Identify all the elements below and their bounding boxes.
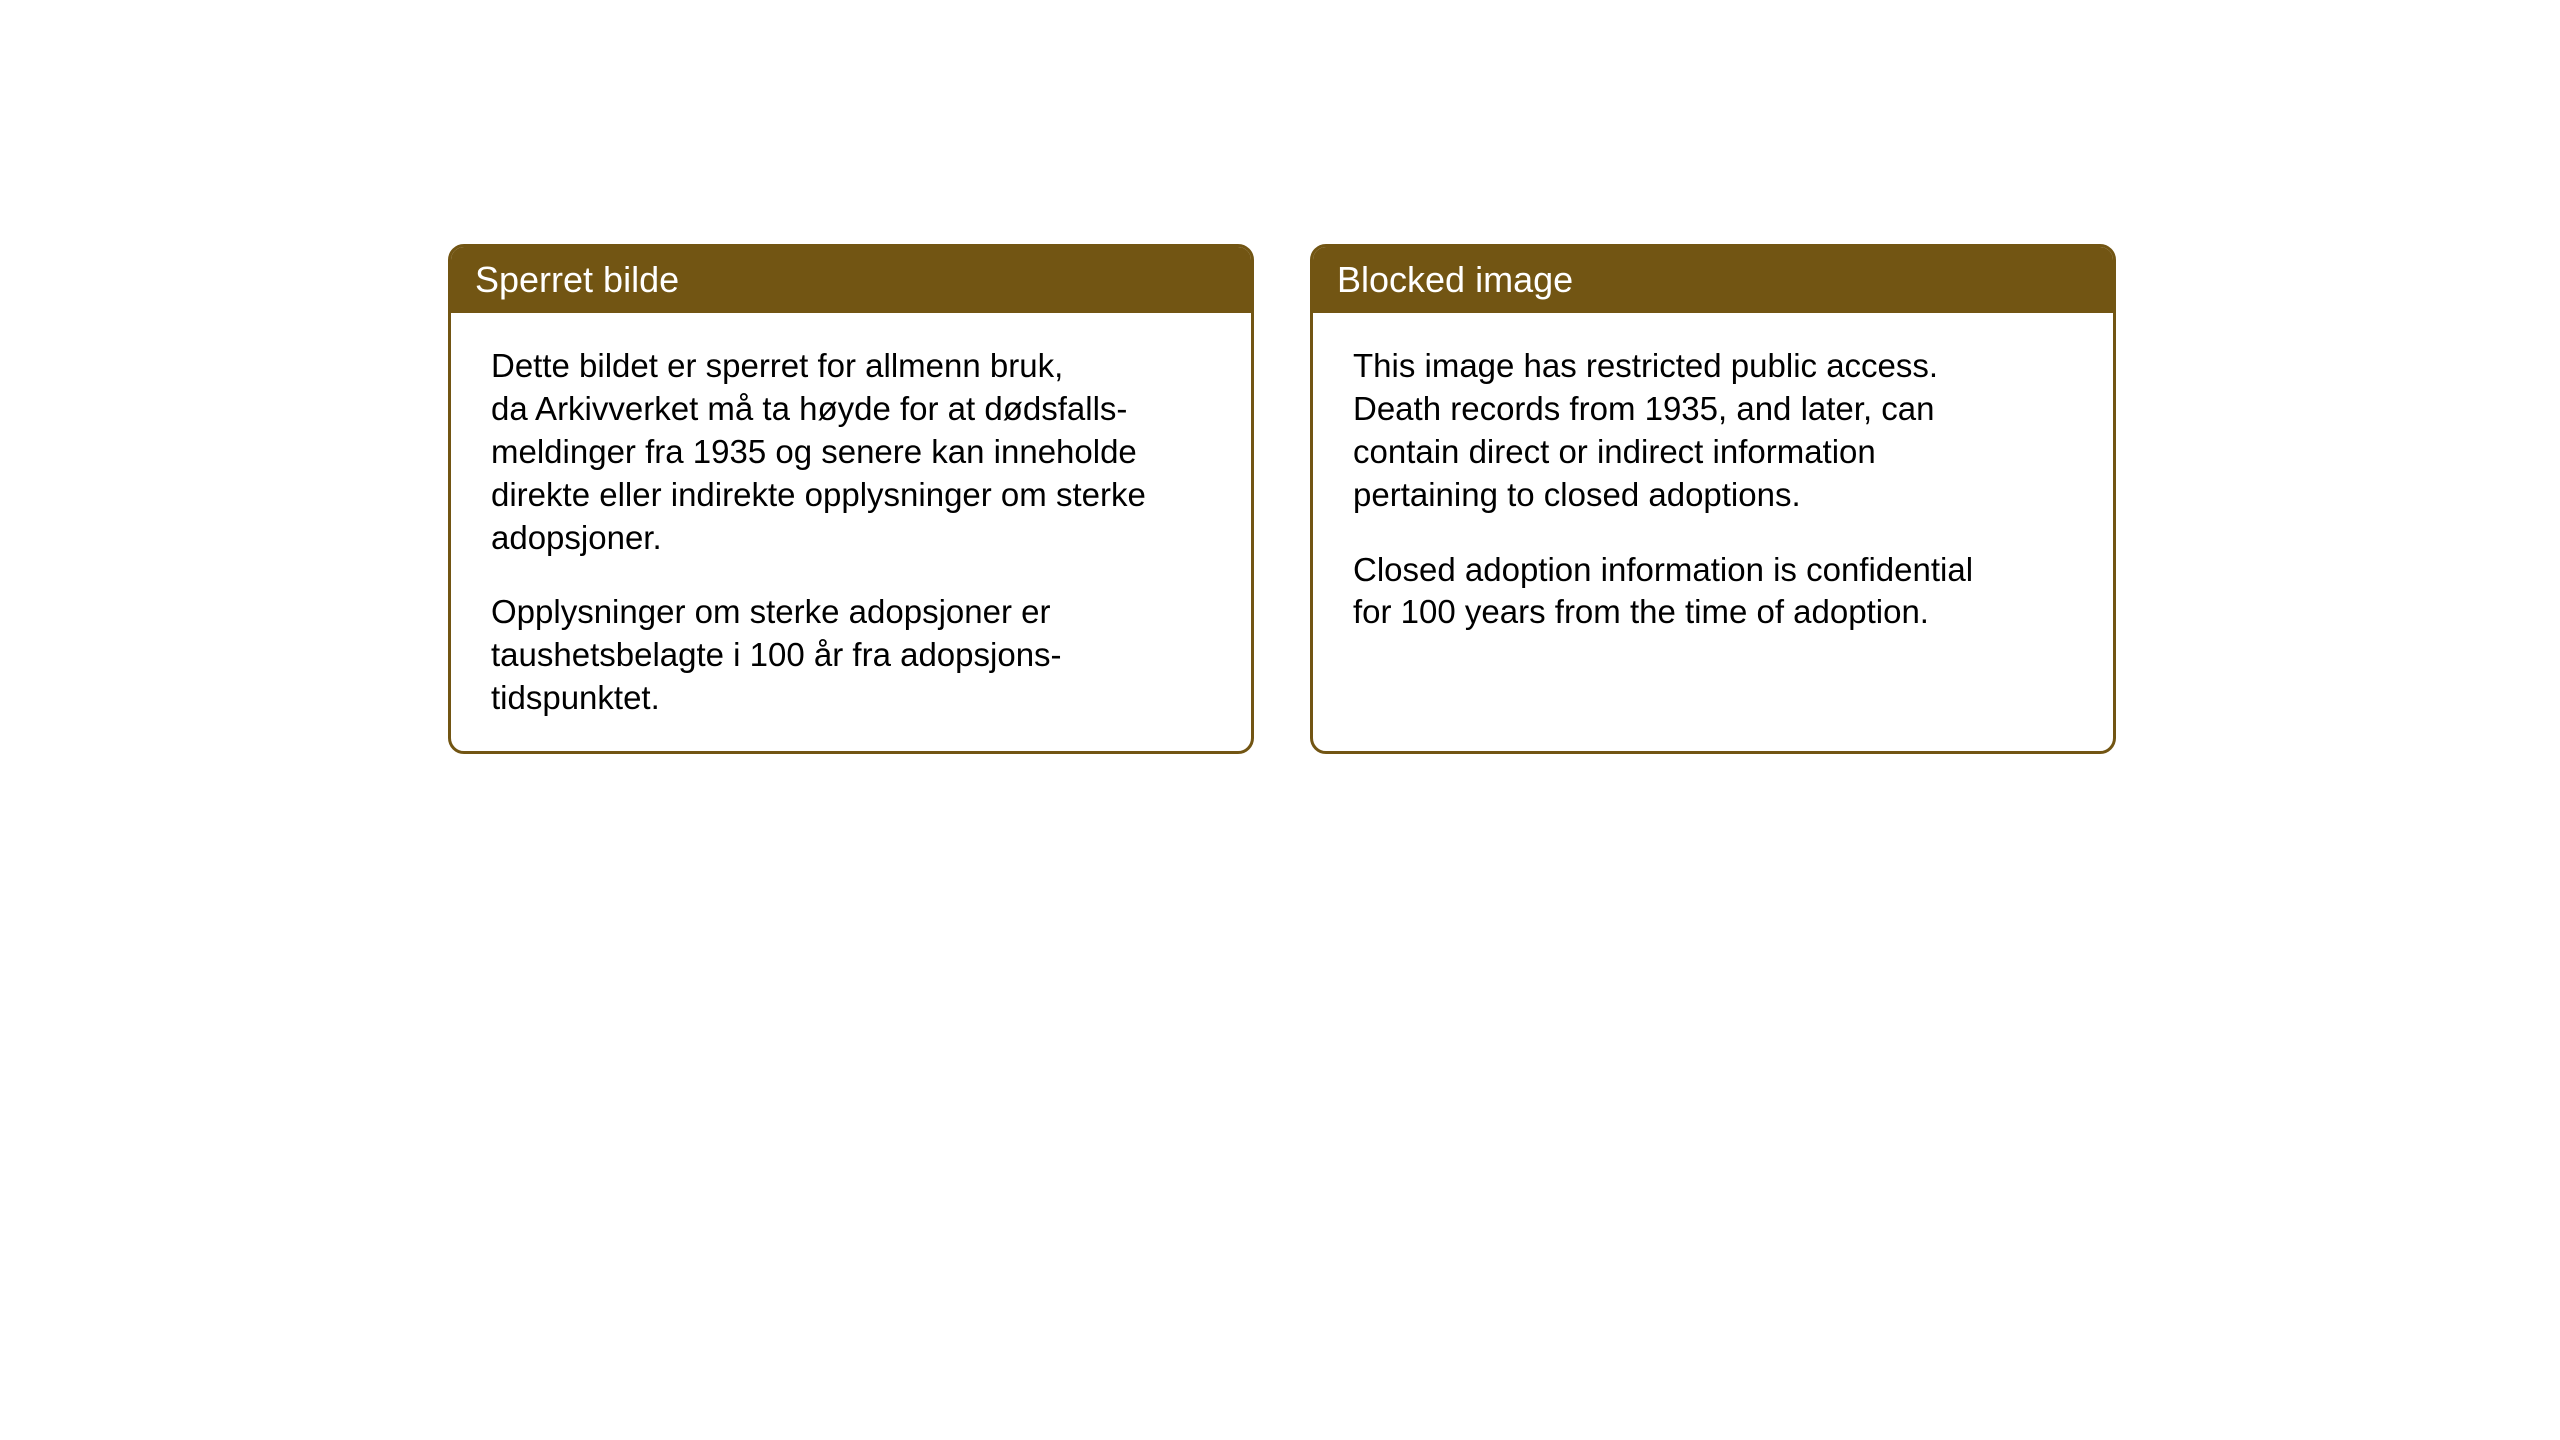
- norwegian-card: Sperret bilde Dette bildet er sperret fo…: [448, 244, 1254, 754]
- english-card: Blocked image This image has restricted …: [1310, 244, 2116, 754]
- english-card-body: This image has restricted public access.…: [1313, 313, 2113, 751]
- norwegian-card-header: Sperret bilde: [451, 247, 1251, 313]
- norwegian-paragraph-2: Opplysninger om sterke adopsjoner ertaus…: [491, 591, 1211, 720]
- english-card-header: Blocked image: [1313, 247, 2113, 313]
- norwegian-card-body: Dette bildet er sperret for allmenn bruk…: [451, 313, 1251, 754]
- english-paragraph-1: This image has restricted public access.…: [1353, 345, 2073, 517]
- english-title: Blocked image: [1337, 259, 1573, 300]
- cards-container: Sperret bilde Dette bildet er sperret fo…: [448, 244, 2116, 754]
- norwegian-paragraph-1: Dette bildet er sperret for allmenn bruk…: [491, 345, 1211, 559]
- norwegian-title: Sperret bilde: [475, 259, 679, 300]
- english-paragraph-2: Closed adoption information is confident…: [1353, 549, 2073, 635]
